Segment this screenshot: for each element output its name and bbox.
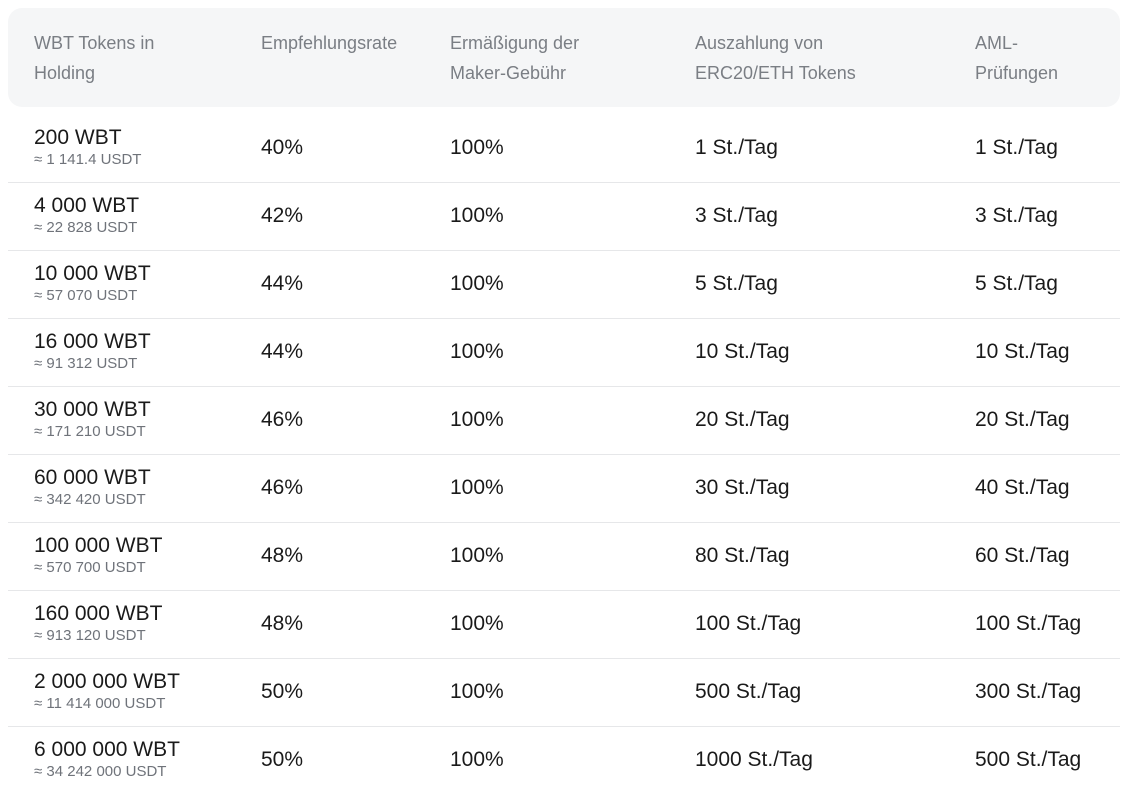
aml-check-limit: 300 St./Tag — [975, 680, 1082, 703]
table-row: 4 000 WBT ≈ 22 828 USDT 42% 100% 3 St./Tag 3 … — [8, 183, 1120, 251]
wbt-amount: 10 000 WBT — [34, 262, 151, 285]
wbt-amount-cell: 30 000 WBT ≈ 171 210 USDT — [34, 397, 151, 440]
wbt-amount-cell: 100 000 WBT ≈ 570 700 USDT — [34, 533, 162, 576]
maker-fee-discount: 100% — [450, 680, 504, 703]
referral-rate: 50% — [261, 748, 304, 771]
usdt-equivalent: ≈ 913 120 USDT — [34, 627, 146, 644]
erc20-payout-limit: 1 St./Tag — [695, 136, 778, 159]
wbt-amount: 6 000 000 WBT — [34, 738, 180, 761]
wbt-amount: 100 000 WBT — [34, 534, 163, 557]
usdt-equivalent: ≈ 570 700 USDT — [34, 559, 146, 576]
usdt-equivalent: ≈ 34 242 000 USDT — [34, 763, 167, 780]
referral-rate: 44% — [261, 272, 304, 295]
erc20-payout-limit: 500 St./Tag — [695, 680, 802, 703]
referral-rate: 48% — [261, 544, 304, 567]
header-maker-fee-discount: Ermäßigung der Maker-Gebühr — [450, 33, 580, 83]
erc20-payout-limit: 100 St./Tag — [695, 612, 802, 635]
header-wbt-holding: WBT Tokens in Holding — [34, 33, 155, 83]
referral-rate: 46% — [261, 476, 304, 499]
referral-rate: 40% — [261, 136, 304, 159]
aml-check-limit: 10 St./Tag — [975, 340, 1070, 363]
holding-benefits-table: WBT Tokens in Holding Empfehlungsrate Er… — [8, 8, 1120, 794]
header-aml-checks: AML- Prüfungen — [975, 33, 1059, 83]
usdt-equivalent: ≈ 57 070 USDT — [34, 287, 138, 304]
wbt-amount-cell: 200 WBT ≈ 1 141.4 USDT — [34, 125, 141, 168]
maker-fee-discount: 100% — [450, 476, 504, 499]
erc20-payout-limit: 5 St./Tag — [695, 272, 778, 295]
header-erc20-payout: Auszahlung von ERC20/ETH Tokens — [695, 33, 856, 83]
wbt-amount: 30 000 WBT — [34, 398, 151, 421]
usdt-equivalent: ≈ 1 141.4 USDT — [34, 151, 142, 168]
table-header: WBT Tokens in Holding Empfehlungsrate Er… — [8, 8, 1120, 107]
wbt-amount-cell: 60 000 WBT ≈ 342 420 USDT — [34, 465, 151, 508]
maker-fee-discount: 100% — [450, 748, 504, 771]
table-row: 200 WBT ≈ 1 141.4 USDT 40% 100% 1 St./Tag 1 S… — [8, 115, 1120, 183]
erc20-payout-limit: 3 St./Tag — [695, 204, 778, 227]
wbt-amount: 16 000 WBT — [34, 330, 151, 353]
aml-check-limit: 100 St./Tag — [975, 612, 1082, 635]
maker-fee-discount: 100% — [450, 408, 504, 431]
table-row: 30 000 WBT ≈ 171 210 USDT 46% 100% 20 St./Ta… — [8, 387, 1120, 455]
wbt-amount: 2 000 000 WBT — [34, 670, 180, 693]
aml-check-limit: 500 St./Tag — [975, 748, 1082, 771]
referral-rate: 50% — [261, 680, 304, 703]
aml-check-limit: 60 St./Tag — [975, 544, 1070, 567]
header-referral-rate: Empfehlungsrate — [261, 33, 398, 53]
wbt-amount-cell: 2 000 000 WBT ≈ 11 414 000 USDT — [34, 669, 180, 712]
referral-rate: 48% — [261, 612, 304, 635]
wbt-amount: 160 000 WBT — [34, 602, 163, 625]
usdt-equivalent: ≈ 22 828 USDT — [34, 219, 138, 236]
table-row: 16 000 WBT ≈ 91 312 USDT 44% 100% 10 St./Tag… — [8, 319, 1120, 387]
maker-fee-discount: 100% — [450, 272, 504, 295]
aml-check-limit: 40 St./Tag — [975, 476, 1070, 499]
usdt-equivalent: ≈ 91 312 USDT — [34, 355, 138, 372]
aml-check-limit: 5 St./Tag — [975, 272, 1058, 295]
referral-rate: 46% — [261, 408, 304, 431]
maker-fee-discount: 100% — [450, 340, 504, 363]
maker-fee-discount: 100% — [450, 612, 504, 635]
wbt-amount: 200 WBT — [34, 126, 122, 149]
wbt-amount-cell: 16 000 WBT ≈ 91 312 USDT — [34, 329, 151, 372]
wbt-amount: 4 000 WBT — [34, 194, 140, 217]
maker-fee-discount: 100% — [450, 204, 504, 227]
wbt-amount: 60 000 WBT — [34, 466, 151, 489]
aml-check-limit: 3 St./Tag — [975, 204, 1058, 227]
table-row: 10 000 WBT ≈ 57 070 USDT 44% 100% 5 St./Tag 5… — [8, 251, 1120, 319]
maker-fee-discount: 100% — [450, 136, 504, 159]
wbt-amount-cell: 4 000 WBT ≈ 22 828 USDT — [34, 193, 139, 236]
aml-check-limit: 1 St./Tag — [975, 136, 1058, 159]
referral-rate: 42% — [261, 204, 304, 227]
usdt-equivalent: ≈ 342 420 USDT — [34, 491, 146, 508]
table-row: 60 000 WBT ≈ 342 420 USDT 46% 100% 30 St./Ta… — [8, 455, 1120, 523]
table-body: 200 WBT ≈ 1 141.4 USDT 40% 100% 1 St./Tag 1 S… — [8, 115, 1120, 794]
erc20-payout-limit: 30 St./Tag — [695, 476, 790, 499]
usdt-equivalent: ≈ 11 414 000 USDT — [34, 695, 166, 712]
aml-check-limit: 20 St./Tag — [975, 408, 1070, 431]
erc20-payout-limit: 80 St./Tag — [695, 544, 790, 567]
erc20-payout-limit: 20 St./Tag — [695, 408, 790, 431]
wbt-amount-cell: 160 000 WBT ≈ 913 120 USDT — [34, 601, 162, 644]
wbt-amount-cell: 6 000 000 WBT ≈ 34 242 000 USDT — [34, 737, 180, 780]
erc20-payout-limit: 10 St./Tag — [695, 340, 790, 363]
table-row: 100 000 WBT ≈ 570 700 USDT 48% 100% 80 St./T… — [8, 523, 1120, 591]
table-row: 6 000 000 WBT ≈ 34 242 000 USDT 50% 100% 100… — [8, 727, 1120, 794]
table-row: 2 000 000 WBT ≈ 11 414 000 USDT 50% 100% 500… — [8, 659, 1120, 727]
erc20-payout-limit: 1000 St./Tag — [695, 748, 813, 771]
table-row: 160 000 WBT ≈ 913 120 USDT 48% 100% 100 St./… — [8, 591, 1120, 659]
referral-rate: 44% — [261, 340, 304, 363]
wbt-amount-cell: 10 000 WBT ≈ 57 070 USDT — [34, 261, 151, 304]
usdt-equivalent: ≈ 171 210 USDT — [34, 423, 146, 440]
maker-fee-discount: 100% — [450, 544, 504, 567]
